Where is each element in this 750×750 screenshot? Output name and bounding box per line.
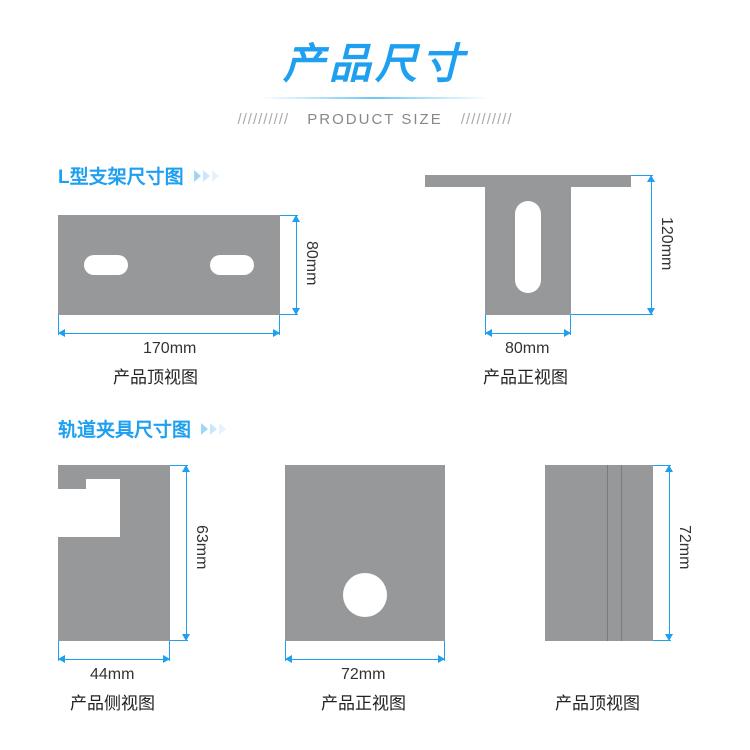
rail-clamp-front-view: 72mm 产品正视图	[285, 465, 505, 710]
dim-height: 72mm	[675, 525, 693, 569]
rail-clamp-top-view: 72mm 产品顶视图	[545, 465, 745, 710]
dim-height: 120mm	[657, 217, 675, 270]
caption: 产品正视图	[321, 689, 406, 714]
l-bracket-front-view: 80mm 120mm 产品正视图	[425, 175, 705, 390]
subtitle-row: ////////// PRODUCT SIZE //////////	[0, 111, 750, 128]
caption: 产品顶视图	[555, 689, 640, 714]
chevron-icon	[194, 170, 219, 182]
section-title-rail-clamp: 轨道夹具尺寸图	[58, 415, 226, 442]
slash-decoration-left: //////////	[237, 111, 289, 128]
rail-clamp-side-view: 44mm 63mm 产品侧视图	[58, 465, 258, 710]
section-title-l-bracket: L型支架尺寸图	[58, 162, 219, 189]
section-title-text: L型支架尺寸图	[58, 162, 184, 189]
slash-decoration-right: //////////	[461, 111, 513, 128]
section-title-text: 轨道夹具尺寸图	[58, 415, 191, 442]
l-bracket-top-view: 170mm 80mm 产品顶视图	[58, 215, 318, 385]
dim-width: 80mm	[505, 340, 549, 358]
dim-width: 72mm	[341, 666, 385, 684]
chevron-icon	[201, 423, 226, 435]
title-underline	[260, 97, 490, 99]
caption: 产品顶视图	[113, 363, 198, 388]
dim-width: 170mm	[143, 340, 196, 358]
dim-height: 80mm	[302, 241, 320, 285]
dim-width: 44mm	[90, 666, 134, 684]
subtitle: PRODUCT SIZE	[307, 111, 442, 128]
caption: 产品侧视图	[70, 689, 155, 714]
caption: 产品正视图	[483, 363, 568, 388]
dim-height: 63mm	[192, 525, 210, 569]
main-title: 产品尺寸	[0, 30, 750, 91]
header: 产品尺寸 ////////// PRODUCT SIZE //////////	[0, 0, 750, 128]
